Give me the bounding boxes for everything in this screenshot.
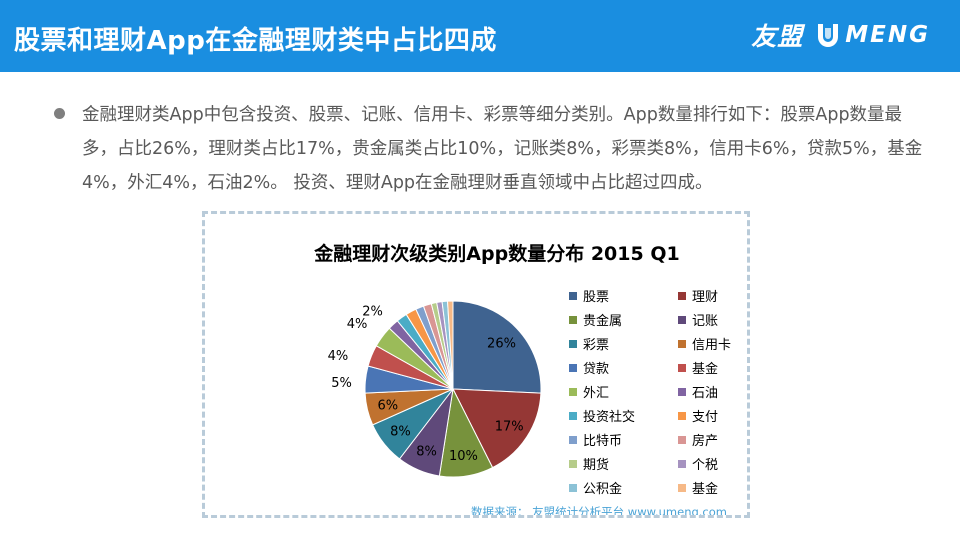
pie-slice <box>452 388 542 469</box>
legend-label: 信用卡 <box>692 338 731 353</box>
legend-label: 记账 <box>692 314 718 329</box>
legend-label: 期货 <box>583 457 609 473</box>
summary-paragraph: 金融理财类App中包含投资、股票、记账、信用卡、彩票等细分类别。App数量排行如… <box>82 105 923 193</box>
legend-swatch <box>678 340 686 348</box>
legend-swatch <box>678 484 686 492</box>
legend-swatch <box>678 412 686 420</box>
legend-label: 外汇 <box>583 386 609 401</box>
pie-data-label: 4% <box>347 317 368 332</box>
logo-en-text: MENG <box>845 22 930 48</box>
pie-data-label: 6% <box>377 399 398 414</box>
pie-data-label: 5% <box>331 376 352 391</box>
legend-swatch <box>569 316 577 324</box>
source-note: 数据来源： 友盟统计分析平台 www.umeng.com <box>471 505 727 515</box>
chart-title: 金融理财次级类别App数量分布 2015 Q1 <box>313 242 679 265</box>
legend-swatch <box>569 388 577 396</box>
legend-label: 支付 <box>692 410 718 425</box>
bullet-dot <box>54 108 65 119</box>
pie-chart: 金融理财次级类别App数量分布 2015 Q1 26% 17% 10% 8% 8% 6% 5%… <box>313 242 731 515</box>
pie-data-label: 10% <box>449 449 478 464</box>
legend-label: 贵金属 <box>583 313 622 329</box>
legend-label: 投资社交 <box>583 409 635 425</box>
legend-label: 房产 <box>692 433 718 449</box>
legend-swatch <box>678 316 686 324</box>
legend-label: 比特币 <box>583 434 622 449</box>
pie-data-label: 4% <box>328 349 349 364</box>
legend-swatch <box>569 340 577 348</box>
legend-swatch <box>678 388 686 396</box>
logo-cn-text: 友盟 <box>751 22 804 51</box>
pie-data-label: 8% <box>416 445 437 460</box>
legend-label: 基金 <box>692 481 718 497</box>
legend-swatch <box>569 460 577 468</box>
legend-label: 基金 <box>692 361 718 377</box>
legend-label: 理财 <box>692 290 718 305</box>
legend-swatch <box>678 292 686 300</box>
legend-swatch <box>569 436 577 444</box>
umeng-logo: 友盟 MENG <box>751 18 930 52</box>
legend-swatch <box>678 364 686 372</box>
legend-swatch <box>678 436 686 444</box>
legend-label: 贷款 <box>583 362 609 377</box>
legend-label: 彩票 <box>583 338 609 353</box>
chart-frame: 金融理财次级类别App数量分布 2015 Q1 26% 17% 10% 8% 8% 6% 5%… <box>202 211 750 518</box>
legend-label: 石油 <box>692 386 718 401</box>
pie-slice <box>446 300 454 390</box>
page-title: 股票和理财App在金融理财类中占比四成 <box>14 26 497 56</box>
legend-swatch <box>678 460 686 468</box>
legend-label: 股票 <box>583 290 609 305</box>
legend-swatch <box>569 412 577 420</box>
legend-swatch <box>569 292 577 300</box>
legend-label: 个税 <box>692 458 718 473</box>
pie-data-label: 26% <box>487 337 516 352</box>
umeng-u-icon <box>818 24 839 47</box>
pie-data-label: 2% <box>362 305 383 320</box>
header-bar: 股票和理财App在金融理财类中占比四成 友盟 MENG <box>0 0 960 72</box>
legend-swatch <box>569 484 577 492</box>
legend-swatch <box>569 364 577 372</box>
pie-data-label: 8% <box>390 425 411 440</box>
pie-slice <box>452 300 542 394</box>
pie-data-label: 17% <box>495 420 524 435</box>
legend-label: 公积金 <box>583 481 622 497</box>
